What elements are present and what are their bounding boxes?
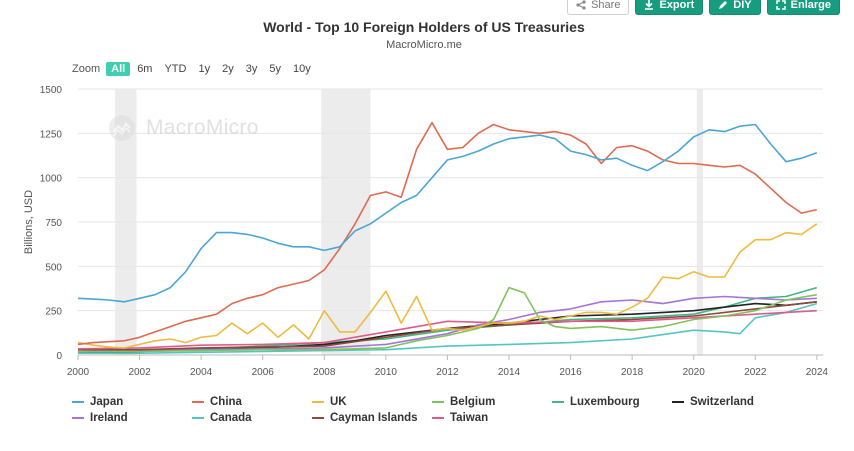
x-tick-label: 2000	[67, 367, 90, 378]
x-axis-ticks: 2000 2002 2004 2006 2008 2010 2012 2014 2016 2018…	[67, 355, 829, 378]
diy-button[interactable]: DIY	[709, 0, 761, 15]
enlarge-button[interactable]: Enlarge	[766, 0, 840, 15]
x-tick-label: 2012	[436, 367, 459, 378]
x-tick-label: 2016	[559, 367, 582, 378]
legend-swatch	[192, 401, 204, 403]
share-icon	[576, 0, 586, 10]
x-tick-label: 2010	[375, 367, 398, 378]
pencil-icon	[719, 1, 728, 9]
legend-swatch	[432, 417, 444, 419]
zoom-label: Zoom	[72, 63, 101, 75]
zoom-10y-button[interactable]: 10y	[292, 63, 311, 75]
x-tick-label: 2008	[313, 367, 336, 378]
zoom-5y-button[interactable]: 5y	[269, 63, 281, 75]
zoom-ytd-button[interactable]: YTD	[164, 63, 187, 75]
legend-swatch	[552, 401, 564, 403]
y-tick-label: 1000	[40, 174, 63, 185]
y-tick-label: 1500	[40, 85, 63, 96]
zoom-controls: Zoom All 6m YTD 1y 2y 3y 5y 10y	[72, 62, 318, 76]
x-tick-label: 2024	[806, 367, 829, 378]
zoom-6m-button[interactable]: 6m	[137, 63, 153, 75]
legend: Japan China UK Belgium Luxembourg Switze…	[72, 394, 792, 426]
x-tick-label: 2020	[683, 367, 706, 378]
legend-item-cayman-islands[interactable]: Cayman Islands	[312, 410, 432, 426]
enlarge-label: Enlarge	[790, 0, 831, 11]
legend-item-japan[interactable]: Japan	[72, 394, 192, 410]
y-tick-label: 500	[45, 262, 62, 273]
series-lines	[77, 121, 818, 354]
legend-swatch	[72, 401, 84, 403]
toolbar: Share Export DIY Enlarge	[567, 0, 840, 16]
legend-swatch	[312, 401, 324, 403]
x-tick-label: 2022	[744, 367, 767, 378]
series-line-uk[interactable]	[77, 223, 818, 349]
series-line-taiwan[interactable]	[77, 309, 817, 350]
zoom-3y-button[interactable]: 3y	[245, 63, 258, 75]
legend-item-belgium[interactable]: Belgium	[432, 394, 552, 410]
legend-item-ireland[interactable]: Ireland	[72, 410, 192, 426]
watermark-text: MacroMicro	[146, 116, 259, 139]
legend-item-uk[interactable]: UK	[312, 394, 432, 410]
series-line-japan[interactable]	[77, 123, 818, 303]
legend-swatch	[192, 417, 204, 419]
legend-item-switzerland[interactable]: Switzerland	[672, 394, 792, 410]
macromicro-logo-icon	[109, 115, 135, 141]
share-button[interactable]: Share	[567, 0, 630, 15]
x-tick-label: 2014	[498, 367, 521, 378]
legend-item-canada[interactable]: Canada	[192, 410, 312, 426]
legend-item-taiwan[interactable]: Taiwan	[432, 410, 552, 426]
series-line-belgium[interactable]	[78, 286, 817, 353]
y-axis-ticks: 0 250 500 750 1000 1250 1500	[40, 85, 63, 362]
x-tick-label: 2006	[252, 367, 275, 378]
y-tick-label: 750	[45, 218, 62, 229]
series-line-china[interactable]	[77, 121, 817, 346]
x-tick-label: 2018	[621, 367, 644, 378]
series-line-ireland[interactable]	[77, 295, 817, 353]
legend-swatch	[432, 401, 444, 403]
zoom-2y-button[interactable]: 2y	[222, 63, 234, 75]
x-tick-label: 2002	[128, 367, 151, 378]
chart-subtitle: MacroMicro.me	[386, 39, 462, 51]
legend-swatch	[72, 417, 84, 419]
series-line-canada[interactable]	[78, 302, 818, 354]
legend-item-china[interactable]: China	[192, 394, 312, 410]
download-icon	[645, 0, 654, 10]
y-tick-label: 0	[56, 351, 62, 362]
legend-swatch	[312, 417, 324, 419]
export-button[interactable]: Export	[635, 0, 704, 15]
share-label: Share	[591, 0, 621, 11]
y-tick-label: 250	[45, 307, 62, 318]
diy-label: DIY	[733, 0, 752, 11]
x-tick-label: 2004	[190, 367, 213, 378]
export-label: Export	[659, 0, 695, 11]
y-tick-label: 1250	[40, 129, 63, 140]
watermark: MacroMicro	[108, 114, 259, 142]
zoom-all-button[interactable]: All	[106, 62, 131, 76]
expand-icon	[775, 0, 786, 10]
zoom-1y-button[interactable]: 1y	[198, 63, 211, 75]
legend-item-luxembourg[interactable]: Luxembourg	[552, 394, 672, 410]
series-line-switzerland[interactable]	[77, 301, 817, 354]
y-axis-label: Billions, USD	[23, 190, 35, 254]
chart-title: World - Top 10 Foreign Holders of US Tre…	[263, 19, 585, 35]
legend-swatch	[672, 401, 684, 403]
